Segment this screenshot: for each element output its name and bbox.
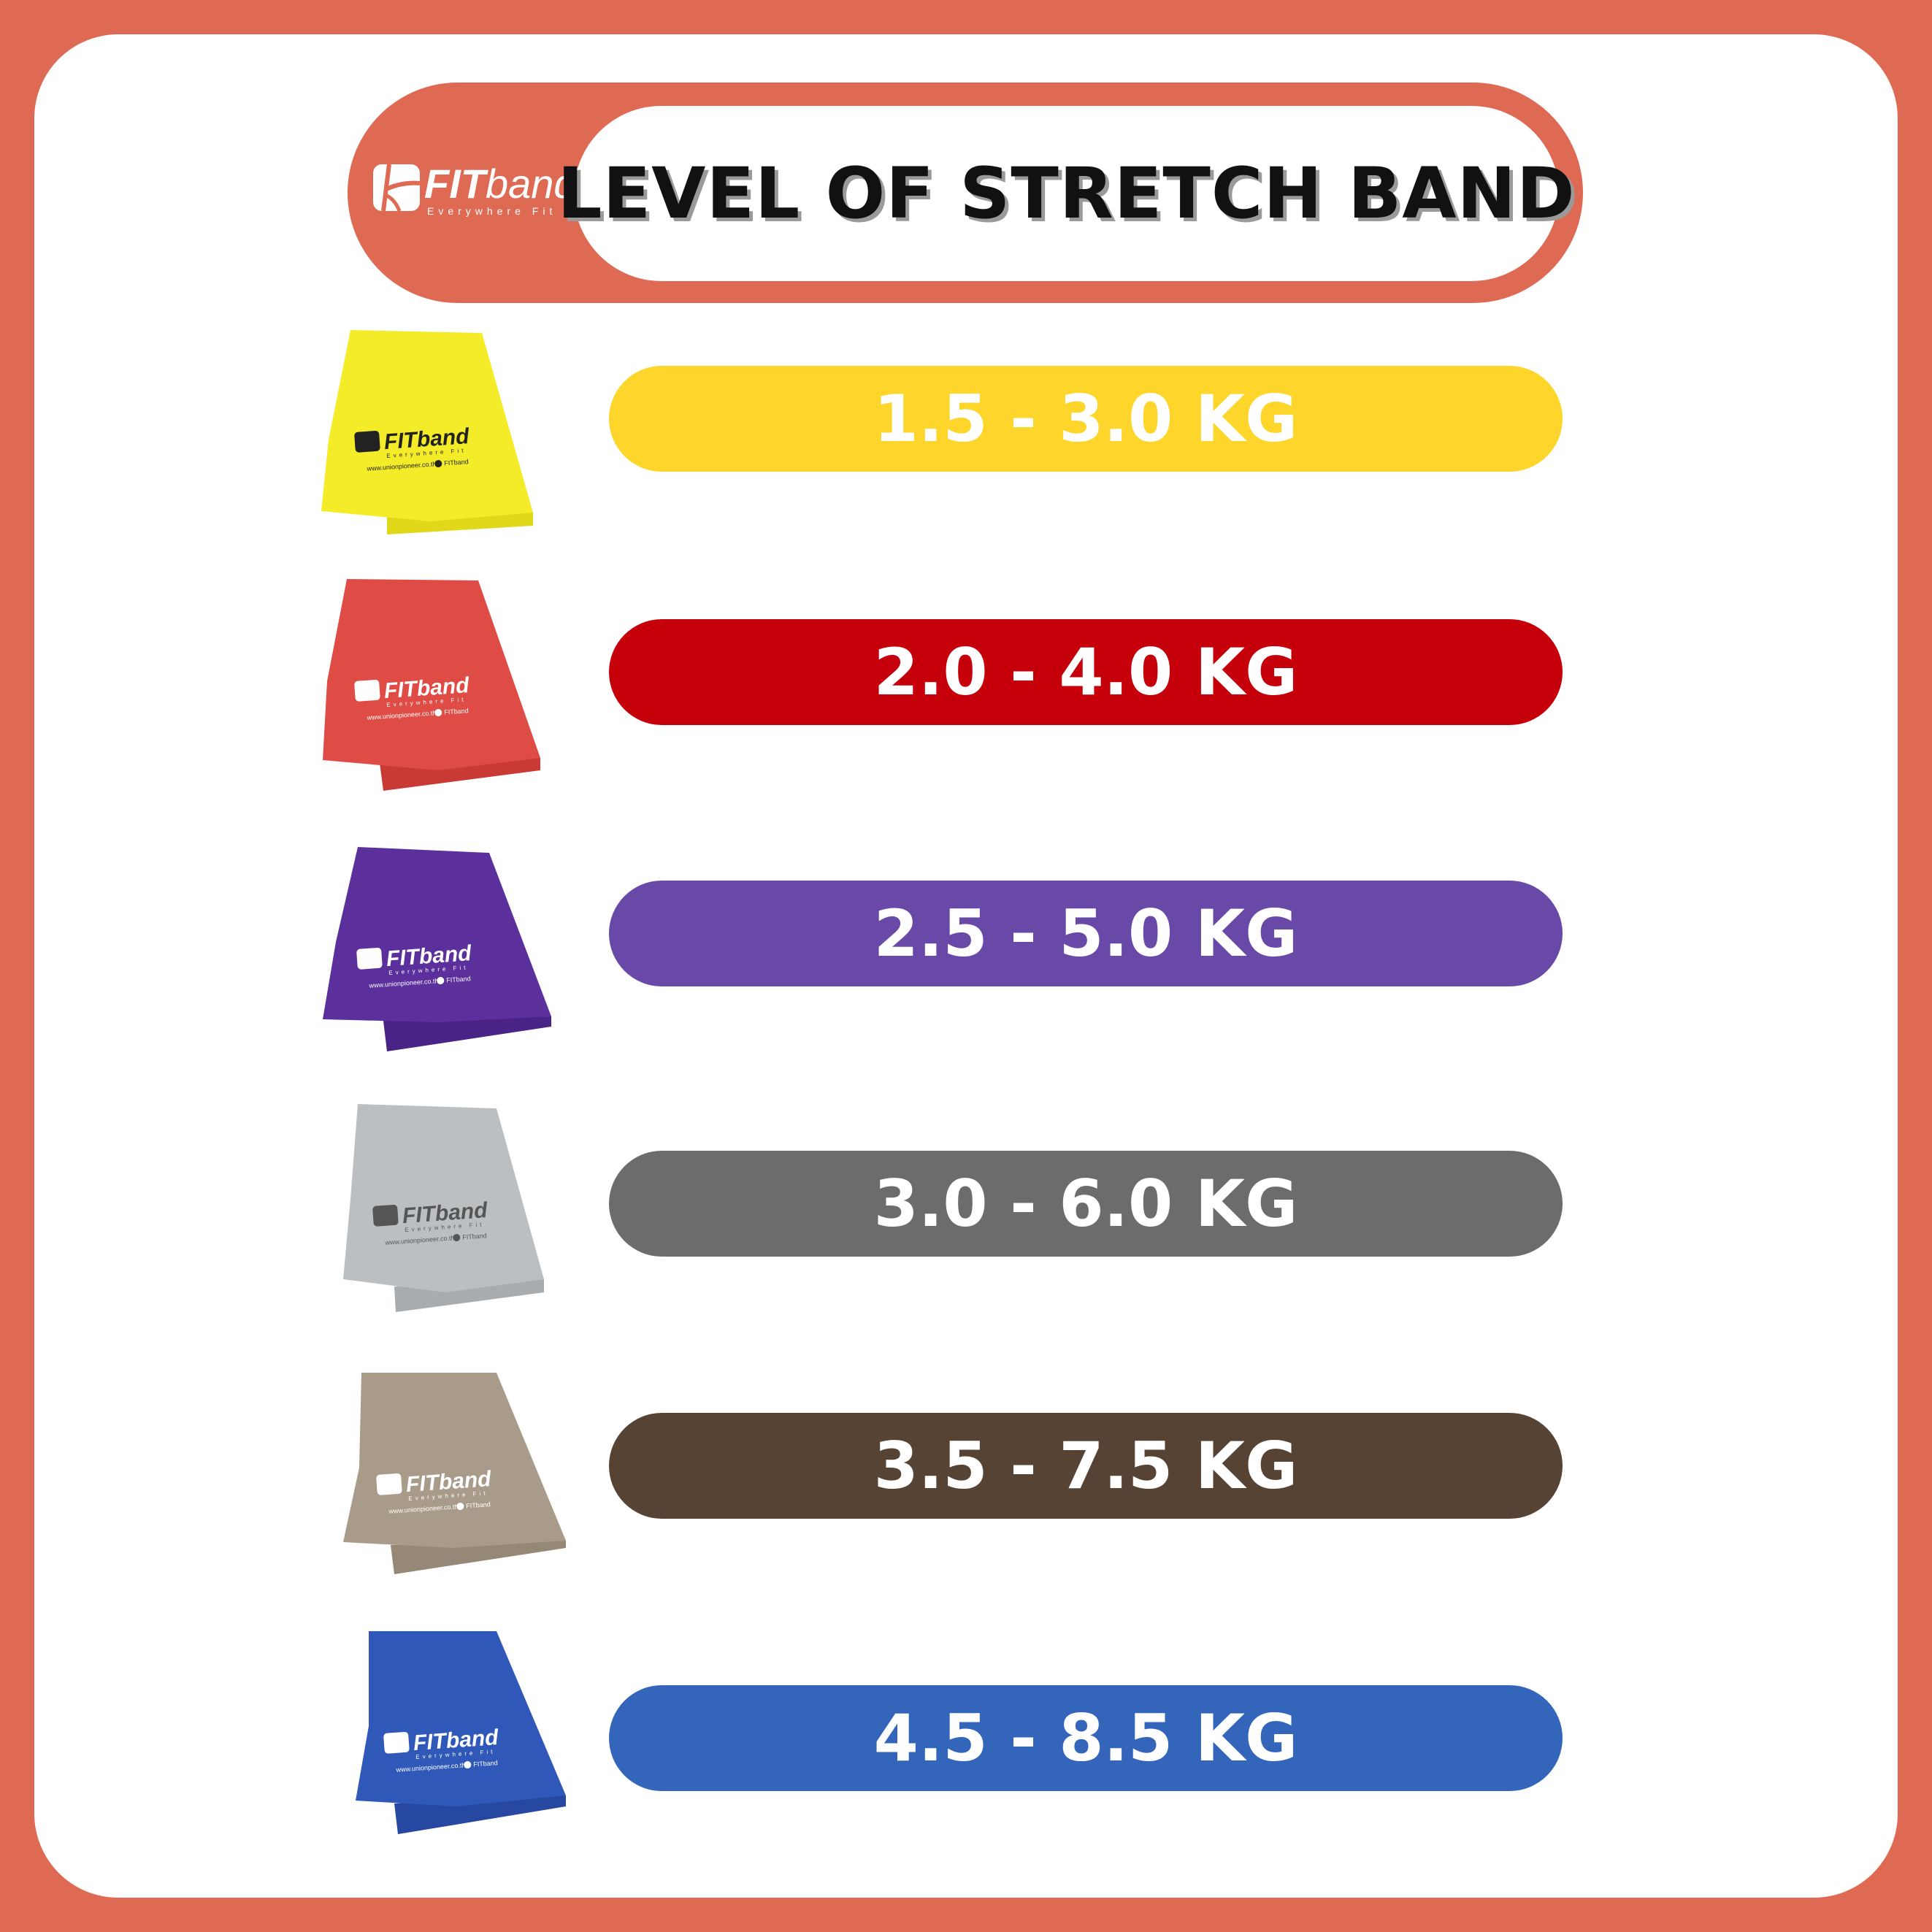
resistance-label: 1.5 - 3.0 KG: [873, 381, 1298, 456]
svg-text:FITband: FITband: [444, 707, 469, 716]
resistance-label: 3.0 - 6.0 KG: [873, 1166, 1298, 1241]
stretch-band-image: FITband Everywhere Fit www.unionpioneer.…: [314, 847, 577, 1066]
svg-text:FITband: FITband: [466, 1500, 491, 1509]
resistance-label: 2.5 - 5.0 KG: [873, 896, 1298, 971]
stretch-band-image: FITband Everywhere Fit www.unionpioneer.…: [314, 1373, 577, 1592]
svg-text:FITband: FITband: [446, 975, 471, 984]
svg-text:FITband: FITband: [462, 1232, 487, 1241]
resistance-label: 3.5 - 7.5 KG: [873, 1428, 1298, 1503]
svg-text:FITband: FITband: [444, 458, 469, 467]
svg-text:FITband: FITband: [405, 1467, 492, 1497]
stretch-band-image: FITband Everywhere Fit www.unionpioneer.…: [314, 1104, 577, 1323]
fitband-logo: FITband Everywhere Fit: [373, 161, 577, 221]
page-title: LEVEL OF STRETCH BAND: [557, 153, 1576, 234]
fitband-logo-icon: [373, 164, 420, 212]
stretch-band-image: FITband Everywhere Fit www.unionpioneer.…: [314, 330, 577, 549]
resistance-level-1: 1.5 - 3.0 KG: [609, 366, 1563, 472]
svg-text:FITband: FITband: [386, 941, 472, 971]
resistance-level-2: 2.0 - 4.0 KG: [609, 619, 1563, 725]
resistance-label: 4.5 - 8.5 KG: [873, 1701, 1298, 1776]
resistance-level-5: 3.5 - 7.5 KG: [609, 1413, 1563, 1519]
title-container: LEVEL OF STRETCH BAND: [557, 106, 1575, 281]
logo-wordmark: FITband: [424, 161, 577, 207]
resistance-level-6: 4.5 - 8.5 KG: [609, 1685, 1563, 1791]
svg-text:FITband: FITband: [402, 1198, 488, 1228]
logo-tagline: Everywhere Fit: [427, 205, 557, 217]
stretch-band-image: FITband Everywhere Fit www.unionpioneer.…: [314, 1631, 577, 1850]
svg-text:FITband: FITband: [383, 673, 470, 703]
resistance-level-4: 3.0 - 6.0 KG: [609, 1151, 1563, 1257]
svg-text:FITband: FITband: [413, 1725, 499, 1755]
svg-text:FITband: FITband: [473, 1759, 498, 1768]
resistance-level-3: 2.5 - 5.0 KG: [609, 881, 1563, 986]
header-banner: FITband Everywhere Fit LEVEL OF STRETCH …: [348, 83, 1583, 303]
svg-text:FITband: FITband: [383, 424, 470, 454]
stretch-band-image: FITband Everywhere Fit www.unionpioneer.…: [314, 579, 577, 798]
resistance-label: 2.0 - 4.0 KG: [873, 635, 1298, 710]
